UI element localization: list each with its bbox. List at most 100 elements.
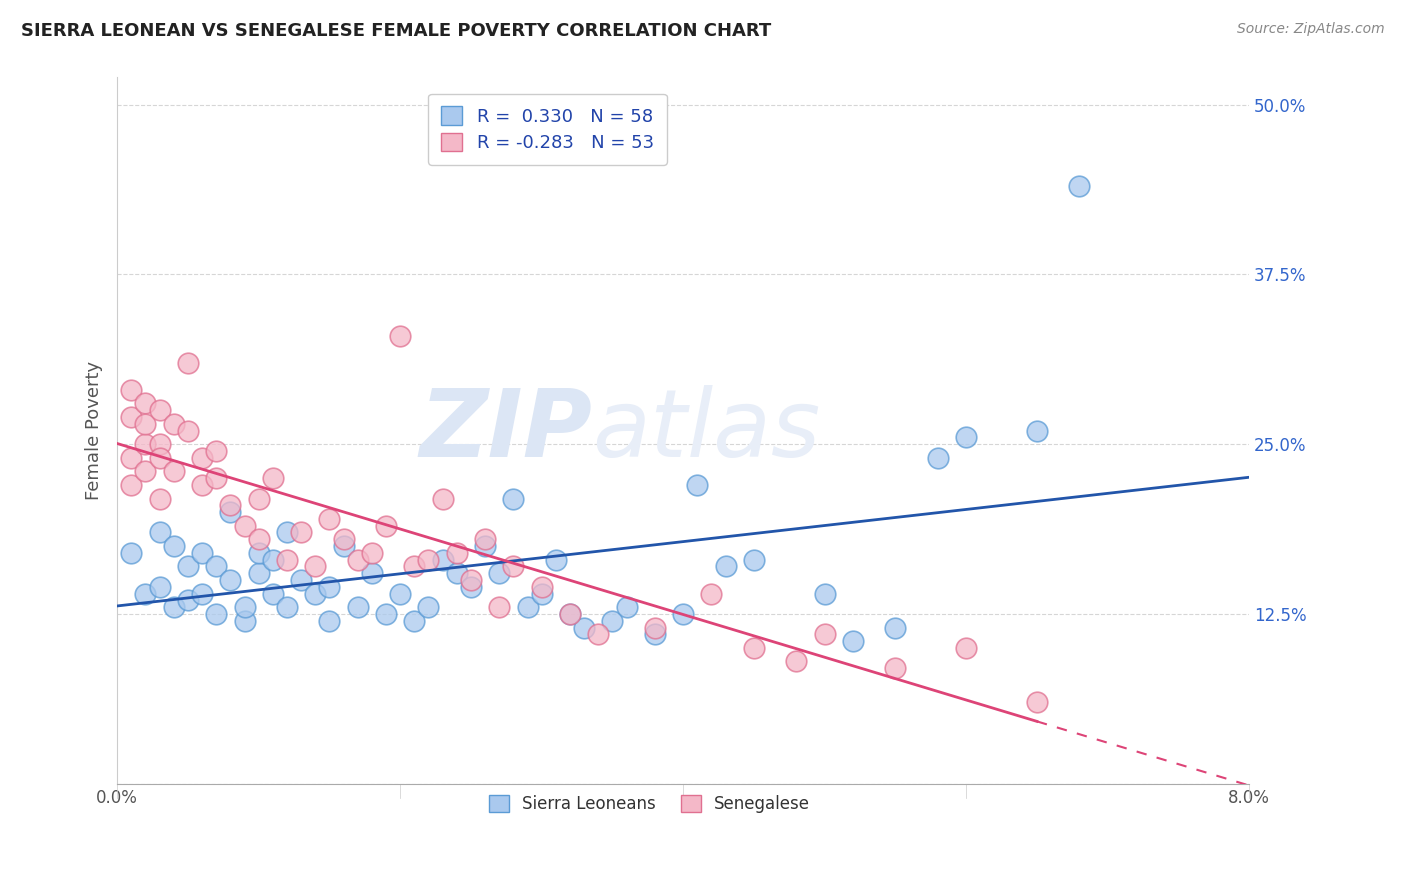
Point	[247, 491, 270, 506]
Point	[262, 586, 284, 600]
Point	[276, 525, 298, 540]
Point	[488, 566, 510, 581]
Point	[955, 430, 977, 444]
Point	[572, 621, 595, 635]
Point	[120, 478, 142, 492]
Point	[446, 566, 468, 581]
Point	[644, 627, 666, 641]
Point	[1069, 179, 1091, 194]
Point	[530, 586, 553, 600]
Point	[318, 512, 340, 526]
Point	[460, 580, 482, 594]
Point	[149, 491, 172, 506]
Point	[1025, 695, 1047, 709]
Point	[814, 586, 837, 600]
Point	[134, 586, 156, 600]
Point	[134, 396, 156, 410]
Point	[149, 450, 172, 465]
Point	[276, 600, 298, 615]
Point	[927, 450, 949, 465]
Point	[247, 546, 270, 560]
Point	[432, 491, 454, 506]
Point	[191, 546, 214, 560]
Point	[149, 525, 172, 540]
Text: ZIP: ZIP	[420, 384, 592, 476]
Point	[163, 417, 186, 431]
Point	[389, 328, 412, 343]
Point	[346, 600, 368, 615]
Point	[955, 640, 977, 655]
Point	[149, 580, 172, 594]
Point	[446, 546, 468, 560]
Point	[686, 478, 709, 492]
Point	[700, 586, 723, 600]
Point	[149, 437, 172, 451]
Point	[516, 600, 538, 615]
Point	[163, 539, 186, 553]
Point	[884, 621, 907, 635]
Point	[544, 552, 567, 566]
Text: SIERRA LEONEAN VS SENEGALESE FEMALE POVERTY CORRELATION CHART: SIERRA LEONEAN VS SENEGALESE FEMALE POVE…	[21, 22, 772, 40]
Point	[304, 586, 326, 600]
Point	[418, 552, 440, 566]
Point	[120, 409, 142, 424]
Point	[404, 559, 426, 574]
Point	[134, 417, 156, 431]
Point	[360, 566, 382, 581]
Point	[375, 607, 398, 621]
Point	[205, 471, 228, 485]
Point	[389, 586, 412, 600]
Point	[205, 607, 228, 621]
Point	[616, 600, 638, 615]
Point	[602, 614, 624, 628]
Point	[404, 614, 426, 628]
Point	[276, 552, 298, 566]
Point	[262, 471, 284, 485]
Legend: Sierra Leoneans, Senegalese: Sierra Leoneans, Senegalese	[477, 783, 821, 825]
Point	[163, 600, 186, 615]
Point	[233, 518, 256, 533]
Point	[120, 383, 142, 397]
Point	[742, 640, 765, 655]
Point	[219, 573, 242, 587]
Point	[163, 464, 186, 478]
Point	[205, 444, 228, 458]
Point	[247, 533, 270, 547]
Point	[460, 573, 482, 587]
Point	[644, 621, 666, 635]
Point	[814, 627, 837, 641]
Point	[1025, 424, 1047, 438]
Point	[588, 627, 610, 641]
Point	[177, 356, 200, 370]
Point	[558, 607, 581, 621]
Point	[346, 552, 368, 566]
Point	[418, 600, 440, 615]
Point	[530, 580, 553, 594]
Point	[714, 559, 737, 574]
Point	[219, 498, 242, 512]
Point	[120, 450, 142, 465]
Point	[149, 403, 172, 417]
Point	[842, 634, 865, 648]
Point	[672, 607, 695, 621]
Point	[177, 559, 200, 574]
Point	[488, 600, 510, 615]
Point	[290, 525, 312, 540]
Point	[262, 552, 284, 566]
Point	[884, 661, 907, 675]
Point	[332, 539, 354, 553]
Point	[360, 546, 382, 560]
Point	[332, 533, 354, 547]
Point	[558, 607, 581, 621]
Point	[191, 450, 214, 465]
Point	[134, 464, 156, 478]
Point	[375, 518, 398, 533]
Point	[502, 559, 524, 574]
Point	[502, 491, 524, 506]
Point	[247, 566, 270, 581]
Point	[191, 478, 214, 492]
Point	[120, 546, 142, 560]
Point	[177, 424, 200, 438]
Text: Source: ZipAtlas.com: Source: ZipAtlas.com	[1237, 22, 1385, 37]
Point	[191, 586, 214, 600]
